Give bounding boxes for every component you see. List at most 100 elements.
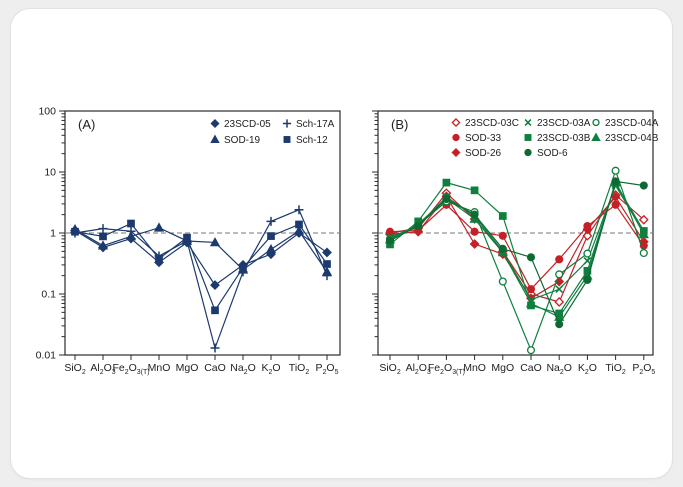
marker-triangle xyxy=(638,229,649,239)
legend-item: 23SCD-04B xyxy=(591,132,659,144)
legend-label: 23SCD-05 xyxy=(224,119,271,130)
legend-item: SOD-26 xyxy=(451,147,502,159)
marker-circle-open xyxy=(526,346,536,355)
series-Sch-12 xyxy=(71,219,331,315)
legend-item: SOD-19 xyxy=(210,134,261,146)
legend-item: 23SCD-03C xyxy=(451,117,519,129)
marker-circle xyxy=(555,255,564,264)
marker-circle xyxy=(583,275,592,284)
legend-label: 23SCD-03A xyxy=(537,118,591,129)
series-line xyxy=(389,180,645,318)
marker-square xyxy=(127,219,135,228)
marker-x xyxy=(524,119,532,126)
legend-label: SOD-6 xyxy=(537,148,568,159)
legend-label: SOD-33 xyxy=(465,133,502,144)
marker-square xyxy=(524,134,532,141)
marker-plus xyxy=(294,205,304,215)
marker-plus xyxy=(98,224,108,234)
legend-label: 23SCD-04B xyxy=(605,133,659,144)
legend-label: Sch-17A xyxy=(296,119,335,130)
marker-plus xyxy=(266,216,276,226)
marker-circle-open xyxy=(555,270,564,279)
series-line xyxy=(74,227,328,273)
y-axis-ticks xyxy=(372,110,378,356)
marker-circle xyxy=(526,285,536,294)
marker-square xyxy=(323,260,331,268)
legend: 23SCD-03C SOD-33 SOD-26 23SCD-03A 23SCD-03B S… xyxy=(451,117,659,159)
marker-diamond xyxy=(469,239,480,249)
legend-item: 23SCD-03B xyxy=(524,133,591,144)
series-SOD-19 xyxy=(69,222,333,276)
x-tick-label: SiO2 xyxy=(64,362,86,376)
chart-card xyxy=(10,8,673,479)
marker-circle-open xyxy=(592,118,600,127)
marker-diamond xyxy=(451,147,461,158)
marker-square xyxy=(99,232,107,241)
marker-triangle xyxy=(293,225,305,235)
x-tick-label: Na2O xyxy=(546,362,571,376)
x-tick-label: Fe2O3(T) xyxy=(428,362,465,376)
marker-diamond xyxy=(322,247,332,258)
series-line xyxy=(74,222,328,312)
marker-square xyxy=(267,232,275,240)
marker-triangle xyxy=(153,222,165,232)
marker-diamond-open xyxy=(638,214,649,225)
marker-square xyxy=(239,263,247,272)
y-tick-label: 100 xyxy=(38,106,56,118)
marker-triangle xyxy=(209,237,221,247)
series-SOD-6 xyxy=(385,177,648,329)
x-tick-label: K2O xyxy=(261,362,280,376)
marker-diamond xyxy=(610,192,621,202)
x-tick-label: Al2O3 xyxy=(406,362,431,376)
y-tick-label: 10 xyxy=(44,167,56,179)
legend-label: Sch-12 xyxy=(296,135,328,146)
marker-square xyxy=(283,136,291,143)
marker-plus xyxy=(210,343,220,353)
marker-diamond-open xyxy=(451,117,461,128)
marker-plus xyxy=(126,226,136,236)
marker-x xyxy=(555,285,564,294)
marker-diamond xyxy=(638,236,649,247)
x-tick-label: TiO2 xyxy=(289,362,310,376)
marker-triangle xyxy=(125,231,137,241)
x-tick-label: Al2O3 xyxy=(90,362,115,376)
series-line xyxy=(74,209,328,351)
marker-square xyxy=(155,254,163,263)
marker-plus xyxy=(322,271,332,281)
marker-square xyxy=(470,186,479,195)
marker-circle xyxy=(470,210,479,219)
series-line xyxy=(389,184,645,301)
marker-square xyxy=(211,306,219,315)
y-axis-ticks xyxy=(59,110,65,356)
series-line xyxy=(389,180,644,326)
marker-circle-open xyxy=(639,248,648,258)
y-tick-label: 0.01 xyxy=(36,350,57,362)
marker-circle xyxy=(555,320,564,329)
series-line xyxy=(389,192,645,303)
x-tick-label: P2O5 xyxy=(316,362,339,376)
legend-label: 23SCD-04A xyxy=(605,118,659,129)
marker-circle xyxy=(414,221,423,231)
legend-item: Sch-12 xyxy=(283,135,328,146)
x-tick-label: TiO2 xyxy=(605,362,626,376)
x-tick-label: SiO2 xyxy=(379,362,401,376)
legend-item: Sch-17A xyxy=(282,119,335,130)
legend-item: SOD-6 xyxy=(524,148,568,159)
marker-circle xyxy=(639,181,648,190)
legend-item: 23SCD-05 xyxy=(210,118,271,130)
x-tick-label: K2O xyxy=(578,362,597,376)
y-tick-label: 1 xyxy=(50,228,56,240)
series-line xyxy=(389,181,645,315)
series-line xyxy=(74,229,328,286)
x-tick-label: Na2O xyxy=(230,362,255,376)
marker-circle xyxy=(442,195,451,204)
x-tick-label: P2O5 xyxy=(632,362,655,376)
marker-square xyxy=(442,178,451,187)
y-tick-label: 0.1 xyxy=(41,289,56,301)
marker-diamond xyxy=(413,226,424,237)
marker-circle xyxy=(611,200,620,209)
marker-circle-open xyxy=(583,249,592,258)
x-tick-label: Fe2O3(T) xyxy=(113,362,150,376)
